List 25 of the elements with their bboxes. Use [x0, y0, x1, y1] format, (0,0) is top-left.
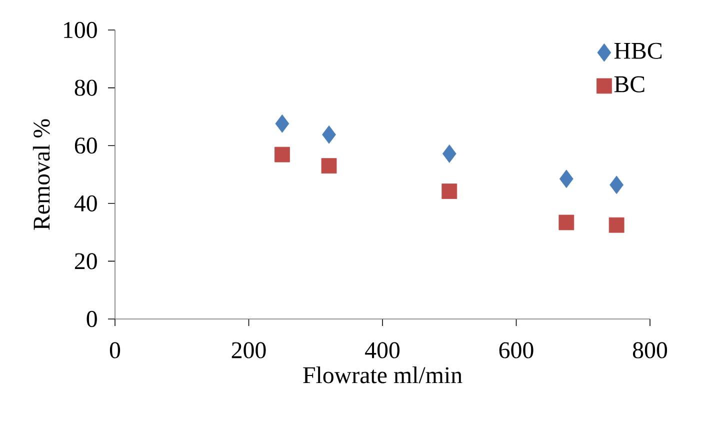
point — [274, 146, 290, 162]
legend-label: BC — [614, 76, 644, 92]
y-tick-label: 80 — [74, 80, 97, 96]
point — [559, 170, 574, 188]
point — [610, 176, 624, 194]
x-axis-title: Flowrate ml/min — [303, 366, 462, 384]
point — [322, 125, 336, 144]
point — [275, 114, 290, 133]
x-tick-label: 800 — [632, 342, 668, 358]
y-tick-label: 100 — [64, 22, 97, 38]
point — [442, 144, 456, 163]
legend-label: HBC — [614, 42, 662, 59]
point — [321, 158, 337, 174]
x-tick-label: 0 — [110, 342, 120, 358]
x-tick-label: 400 — [365, 342, 400, 358]
y-tick-label: 60 — [74, 138, 97, 154]
point — [442, 184, 458, 199]
x-tick-label: 200 — [232, 342, 266, 358]
y-axis-title: Removal % — [32, 119, 50, 230]
y-tick-label: 20 — [74, 253, 97, 270]
x-tick-label: 600 — [499, 342, 534, 358]
y-tick-label: 0 — [86, 310, 97, 328]
y-tick-label: 40 — [74, 195, 97, 212]
point — [608, 217, 624, 233]
point — [558, 214, 574, 230]
